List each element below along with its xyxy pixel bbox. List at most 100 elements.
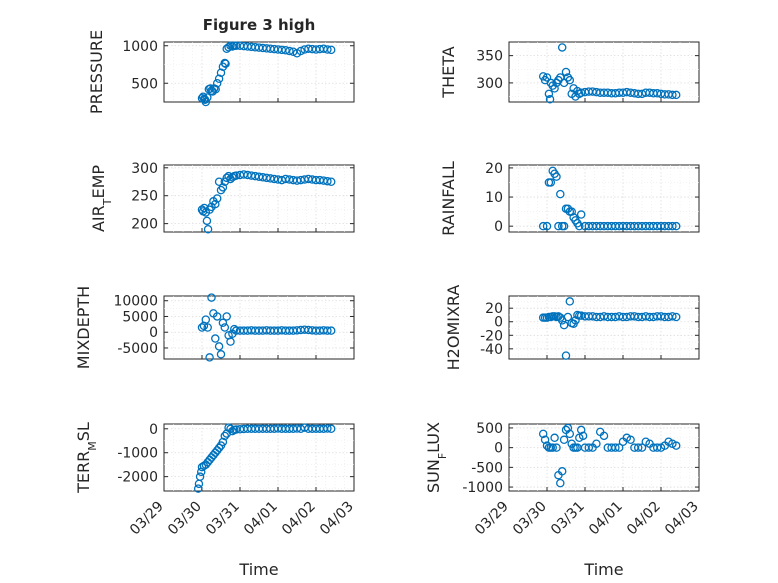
data-point: [220, 431, 230, 441]
y-axis-label: SUNFLUX: [424, 422, 449, 493]
data-point: [323, 45, 332, 54]
data-point: [542, 221, 552, 231]
y-tick-label: 0: [494, 441, 503, 457]
data-point: [220, 323, 230, 332]
y-tick-label: 10000: [113, 294, 158, 310]
data-point: [207, 293, 216, 302]
y-tick-label: -1000: [117, 446, 158, 462]
data-point: [193, 484, 203, 493]
data-point: [567, 207, 576, 216]
data-point: [212, 79, 222, 88]
x-tick-label: 03/31: [203, 499, 243, 539]
data-point: [226, 424, 235, 434]
x-tick-label: 03/31: [548, 499, 588, 539]
data-point: [211, 85, 220, 94]
x-tick-label: 04/01: [586, 499, 626, 539]
data-point: [559, 320, 569, 330]
x-tick-label: 04/03: [317, 499, 357, 539]
data-point: [554, 221, 563, 231]
data-point: [633, 443, 643, 452]
data-point: [216, 350, 226, 359]
data-point: [214, 74, 224, 84]
subplot-terr-msl: -2000 -1000 0 03/2903/3003/3104/0104/0204/0…: [74, 422, 357, 539]
data-point: [671, 312, 681, 322]
data-point: [565, 429, 575, 439]
data-point: [203, 224, 213, 234]
data-point: [563, 423, 573, 433]
x-tick-label: 03/29: [127, 499, 167, 539]
data-point: [228, 426, 237, 436]
data-point: [326, 45, 336, 55]
data-point: [561, 351, 571, 360]
data-point: [230, 324, 239, 334]
y-axis-label: TERRMSL: [74, 422, 99, 494]
data-point: [546, 178, 556, 187]
data-point: [285, 46, 294, 56]
series-TERR_MSL: [193, 423, 336, 493]
data-point: [565, 297, 575, 306]
series-PRESSURE: [197, 41, 336, 107]
data-point: [563, 312, 573, 322]
data-point: [212, 194, 222, 203]
data-point: [323, 176, 332, 186]
data-point: [671, 441, 681, 450]
y-tick-label: -1000: [462, 480, 503, 496]
y-axis-label: AIRTEMP: [89, 165, 114, 232]
x-tick-label: 04/03: [662, 499, 702, 539]
y-tick-label: 500: [476, 421, 503, 437]
data-point: [211, 199, 220, 209]
y-tick-label: 300: [476, 76, 503, 92]
data-point: [218, 437, 228, 447]
data-point: [197, 323, 207, 332]
data-point: [668, 312, 677, 321]
subplot-pressure: 500 1000 PRESSURE: [87, 30, 355, 114]
subplot-rainfall: 0 10 20 RAINFALL: [439, 161, 700, 236]
data-point: [575, 221, 584, 231]
y-tick-label: 0: [494, 219, 503, 235]
y-axis-label: THETA: [439, 46, 458, 98]
data-point: [296, 46, 306, 56]
data-point: [552, 172, 561, 181]
y-tick-label: 200: [131, 217, 158, 233]
data-point: [222, 312, 231, 321]
data-point: [218, 183, 228, 192]
data-point: [201, 97, 211, 107]
data-point: [559, 221, 569, 231]
x-tick-label: 03/30: [165, 499, 205, 539]
subplot-theta: 300 350 THETA: [439, 41, 700, 104]
data-point: [557, 467, 567, 476]
x-axis-label-right: Time: [583, 560, 623, 579]
y-axis-label: PRESSURE: [87, 30, 106, 114]
data-point: [220, 58, 230, 68]
data-point: [203, 323, 212, 332]
data-point: [323, 326, 332, 335]
series-THETA: [538, 43, 681, 104]
data-point: [540, 435, 550, 445]
data-point: [326, 424, 336, 434]
y-tick-label: 20: [485, 161, 503, 177]
x-tick-label: 04/02: [624, 499, 664, 539]
data-point: [668, 90, 677, 100]
data-point: [550, 433, 559, 443]
data-point: [214, 342, 224, 351]
subplot-air-temp: 200 250 300 AIRTEMP: [89, 161, 355, 234]
data-point: [671, 221, 681, 231]
data-point: [201, 315, 211, 324]
data-point: [326, 177, 336, 186]
data-point: [592, 439, 601, 448]
data-point: [216, 68, 226, 78]
data-point: [212, 312, 222, 321]
y-tick-label: -2000: [117, 470, 158, 486]
y-tick-label: -500: [471, 460, 503, 476]
data-point: [550, 84, 559, 93]
series-SUN_FLUX: [538, 423, 681, 488]
y-axis-label: MIXDEPTH: [74, 286, 93, 369]
data-point: [626, 435, 635, 445]
x-tick-label: 03/29: [472, 499, 512, 539]
y-tick-label: 0: [494, 315, 503, 331]
data-point: [224, 43, 233, 52]
data-point: [556, 478, 565, 488]
data-point: [211, 334, 220, 343]
